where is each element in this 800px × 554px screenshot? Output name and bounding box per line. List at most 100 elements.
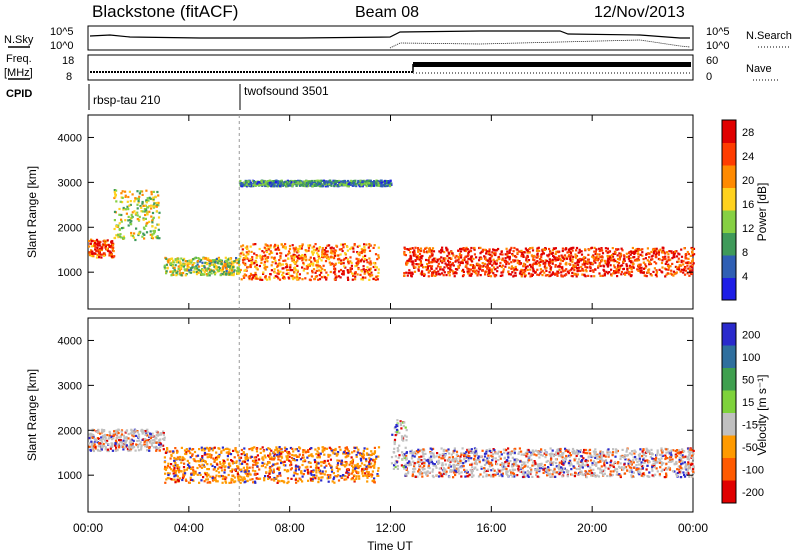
power-cell-2224 bbox=[411, 260, 414, 263]
velocity-cell-1307 bbox=[261, 461, 264, 464]
power-cell-1868 bbox=[508, 251, 511, 254]
power-cell-395 bbox=[182, 265, 185, 268]
power-cell-413 bbox=[198, 265, 201, 268]
power-cell-2519 bbox=[466, 270, 469, 273]
velocity-cell-1311 bbox=[329, 476, 332, 479]
power-cell-2636 bbox=[498, 257, 501, 260]
velocity-cell-1209 bbox=[375, 455, 378, 458]
power-cell-2727 bbox=[421, 263, 424, 266]
power-cell-257 bbox=[113, 219, 116, 222]
velocity-cell-946 bbox=[353, 474, 356, 477]
power-cell-576 bbox=[228, 269, 231, 272]
power-cell-2601 bbox=[651, 248, 655, 251]
power-cell-2034 bbox=[501, 253, 504, 256]
power-cell-1354 bbox=[329, 251, 332, 254]
power-cell-211 bbox=[150, 193, 153, 196]
power-cell-829 bbox=[247, 259, 251, 262]
power-cell-2075 bbox=[488, 267, 491, 270]
power-cell-1659 bbox=[516, 268, 519, 271]
power-cell-2218 bbox=[547, 262, 550, 265]
power-cell-1351 bbox=[354, 271, 357, 274]
power-cell-3327 bbox=[297, 179, 300, 183]
velocity-cell-688 bbox=[251, 478, 254, 481]
velocity-cell-695 bbox=[307, 454, 310, 457]
velocity-cell-488 bbox=[320, 464, 323, 467]
power-cell-1859 bbox=[675, 255, 679, 258]
power-cell-2380 bbox=[409, 256, 412, 259]
power-cell-3368 bbox=[275, 181, 278, 184]
power-cell-2556 bbox=[490, 260, 493, 263]
velocity-cell-1376 bbox=[174, 469, 177, 473]
power-cell-1867 bbox=[458, 264, 461, 267]
power-cell-474 bbox=[192, 262, 195, 265]
velocity-cell-941 bbox=[310, 473, 313, 476]
power-cell-1092 bbox=[371, 274, 374, 277]
power-cell-934 bbox=[291, 276, 294, 279]
power-cell-1246 bbox=[324, 255, 327, 258]
velocity-cell-815 bbox=[335, 466, 338, 469]
velocity-cell-1005 bbox=[369, 454, 372, 457]
power-cell-2296 bbox=[647, 268, 650, 272]
power-cell-2567 bbox=[543, 271, 546, 274]
power-cell-1447 bbox=[670, 251, 673, 255]
velocity-cell-781 bbox=[234, 449, 237, 452]
velocity-cell-341 bbox=[103, 436, 106, 439]
power-cell-3433 bbox=[342, 183, 345, 187]
velocity-cell-1354 bbox=[373, 458, 376, 462]
power-cell-1253 bbox=[255, 254, 258, 257]
power-cell-313 bbox=[136, 218, 139, 221]
velocity-cell-670 bbox=[183, 473, 186, 476]
power-cell-3290 bbox=[337, 184, 340, 187]
power-cell-2688 bbox=[617, 271, 620, 274]
power-cell-1598 bbox=[566, 270, 569, 273]
velocity-cell-1042 bbox=[209, 463, 213, 466]
power-cell-629 bbox=[232, 271, 235, 274]
velocity-cell-470 bbox=[365, 470, 368, 473]
velocity-cell-744 bbox=[311, 479, 314, 482]
power-cell-2052 bbox=[616, 271, 619, 274]
velocity-cell-1258 bbox=[220, 469, 224, 472]
power-cell-1276 bbox=[267, 256, 270, 259]
power-cell-246 bbox=[153, 229, 156, 232]
power-cell-63 bbox=[88, 251, 91, 254]
power-cell-2639 bbox=[583, 260, 586, 263]
velocity-cell-0 bbox=[140, 446, 143, 449]
power-colorbar-tick-0: 4 bbox=[742, 271, 748, 283]
power-cell-2400 bbox=[690, 272, 693, 275]
power-cell-3324 bbox=[385, 184, 389, 188]
power-cell-2113 bbox=[440, 272, 444, 275]
power-cell-3170 bbox=[259, 184, 262, 187]
velocity-cell-552 bbox=[371, 470, 374, 473]
power-cell-3253 bbox=[329, 179, 332, 182]
power-cell-905 bbox=[277, 272, 280, 275]
power-cell-761 bbox=[324, 260, 328, 263]
velocity-cell-1216 bbox=[377, 446, 381, 449]
power-cell-3331 bbox=[240, 182, 243, 185]
power-cell-881 bbox=[307, 247, 311, 250]
velocity-cell-186 bbox=[152, 441, 155, 444]
velocity-cell-227 bbox=[118, 439, 121, 442]
power-cell-1644 bbox=[470, 246, 473, 250]
velocity-cell-330 bbox=[100, 436, 103, 439]
velocity-cell-182 bbox=[132, 431, 135, 434]
power-cell-277 bbox=[130, 216, 133, 219]
velocity-cell-1361 bbox=[262, 450, 265, 453]
power-cell-904 bbox=[252, 276, 255, 279]
velocity-cell-680 bbox=[346, 470, 349, 473]
velocity-cell-535 bbox=[292, 474, 295, 477]
power-cell-3408 bbox=[334, 179, 337, 183]
power-cell-2703 bbox=[555, 256, 558, 260]
power-cell-1257 bbox=[368, 257, 371, 260]
power-cell-1314 bbox=[264, 243, 267, 246]
velocity-cell-762 bbox=[236, 471, 239, 474]
power-cell-3402 bbox=[359, 179, 362, 182]
power-cell-2164 bbox=[675, 266, 679, 269]
power-cell-497 bbox=[177, 261, 180, 264]
power-cell-3183 bbox=[324, 185, 327, 188]
power-cell-2188 bbox=[544, 274, 547, 277]
power-cell-1483 bbox=[605, 270, 608, 273]
velocity-cell-1077 bbox=[306, 468, 309, 471]
power-cell-1352 bbox=[255, 266, 258, 269]
velocity-cell-840 bbox=[371, 479, 374, 483]
velocity-cell-213 bbox=[125, 436, 128, 439]
